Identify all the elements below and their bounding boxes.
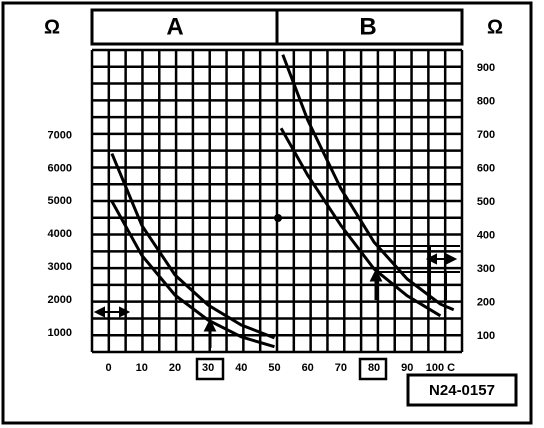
x-tick-label: 80 [368,362,380,374]
curve [110,153,276,340]
x-tick-label: 30 [202,362,214,374]
y2-tick-label: 300 [477,263,495,275]
x-tick-label: 70 [335,362,347,374]
y-tick-label: 5000 [48,195,72,207]
y-tick-label: 6000 [48,162,72,174]
y2-tick-label: 500 [477,196,495,208]
arrow [425,253,458,265]
x-tick-label: 60 [302,362,314,374]
y-tick-label: 2000 [48,294,72,306]
x-tick-label: 100 C [426,362,455,374]
arrow [93,306,131,318]
highlight-box [195,357,225,381]
y-tick-label: 4000 [48,228,72,240]
curve [281,54,455,312]
range-box [378,245,460,300]
x-tick-label: 20 [169,362,181,374]
header-a: A [166,13,183,40]
y-tick-label: 7000 [48,129,72,141]
marker-dot [274,214,282,222]
y2-tick-label: 200 [477,296,495,308]
highlight-box [358,357,388,381]
x-tick-label: 40 [235,362,247,374]
y2-tick-label: 100 [477,330,495,342]
x-tick-label: 50 [268,362,280,374]
arrow [203,318,217,348]
y-tick-label: 1000 [48,327,72,339]
code: N24-0157 [429,382,495,399]
code-box [406,373,518,407]
x-tick-label: 0 [106,362,112,374]
x-tick-label: 10 [136,362,148,374]
y2-tick-label: 700 [477,129,495,141]
curve [110,200,275,349]
x-tick-label: 90 [401,362,413,374]
y2-tick-label: 600 [477,162,495,174]
arrow [369,268,383,300]
header-b: B [359,13,376,40]
frame [1,1,533,425]
y2-tick-label: 900 [477,62,495,74]
y2-tick-label: 400 [477,229,495,241]
y2-tick-label: 800 [477,95,495,107]
y-unit: Ω [44,16,60,38]
y2-unit: Ω [487,16,503,38]
y-tick-label: 3000 [48,261,72,273]
